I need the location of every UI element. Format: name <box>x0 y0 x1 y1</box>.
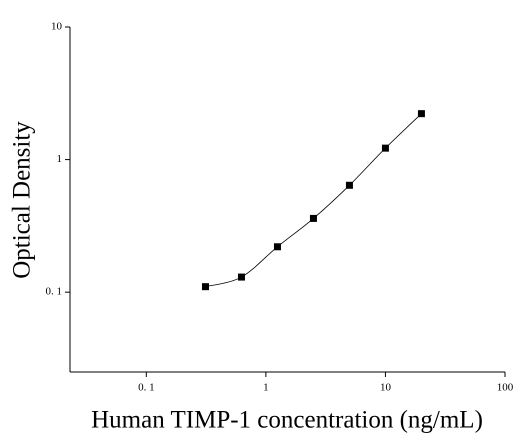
x-tick-label: 10 <box>380 382 392 394</box>
x-tick-label: 0. 1 <box>138 382 155 394</box>
y-tick-label: 10 <box>51 21 63 33</box>
fit-curve <box>205 113 422 288</box>
x-axis-title: Human TIMP-1 concentration (ng/mL) <box>91 407 483 434</box>
point <box>381 144 389 152</box>
point <box>345 181 353 189</box>
x-tick-label: 100 <box>497 382 514 394</box>
x-tick-label: 1 <box>263 382 269 394</box>
y-tick-label: 0. 1 <box>46 286 63 298</box>
point <box>273 243 281 251</box>
point <box>417 110 425 118</box>
point <box>201 283 209 291</box>
y-axis-title: Optical Density <box>9 121 36 279</box>
point <box>309 214 317 222</box>
point <box>237 273 245 281</box>
y-tick-label: 1 <box>57 153 63 165</box>
